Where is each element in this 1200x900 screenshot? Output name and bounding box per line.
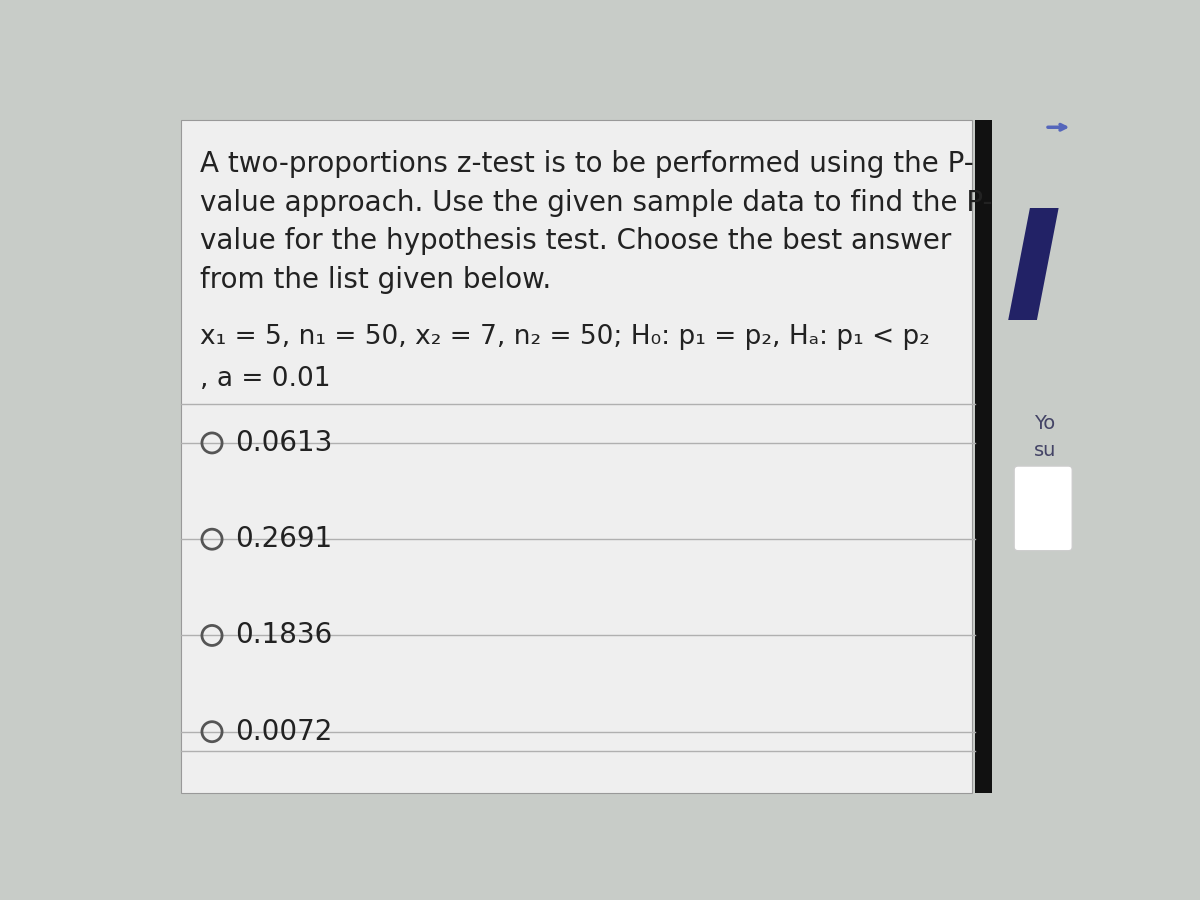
Bar [181,120,972,793]
Bar [992,120,1080,793]
Text: x₁ = 5, n₁ = 50, x₂ = 7, n₂ = 50; H₀: p₁ = p₂, Hₐ: p₁ < p₂: x₁ = 5, n₁ = 50, x₂ = 7, n₂ = 50; H₀: p₁… [200,324,930,349]
Text: value for the hypothesis test. Choose the best answer: value for the hypothesis test. Choose th… [200,228,952,256]
Text: Yo: Yo [1034,414,1056,433]
Bar [976,120,992,793]
Text: I: I [1006,202,1062,352]
Text: A two-proportions z-test is to be performed using the P-: A two-proportions z-test is to be perfor… [200,150,974,178]
Text: 0.0613: 0.0613 [235,429,332,457]
Text: value approach. Use the given sample data to find the P-: value approach. Use the given sample dat… [200,189,992,217]
Text: 0.1836: 0.1836 [235,621,332,650]
FancyBboxPatch shape [1014,466,1073,551]
Text: , a = 0.01: , a = 0.01 [200,366,331,392]
Text: 0.2691: 0.2691 [235,526,332,554]
Text: from the list given below.: from the list given below. [200,266,552,293]
Text: su: su [1034,441,1056,460]
Text: 0.0072: 0.0072 [235,717,332,746]
